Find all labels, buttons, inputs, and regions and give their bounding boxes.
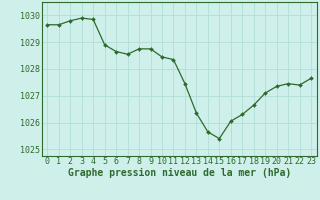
X-axis label: Graphe pression niveau de la mer (hPa): Graphe pression niveau de la mer (hPa) — [68, 168, 291, 178]
